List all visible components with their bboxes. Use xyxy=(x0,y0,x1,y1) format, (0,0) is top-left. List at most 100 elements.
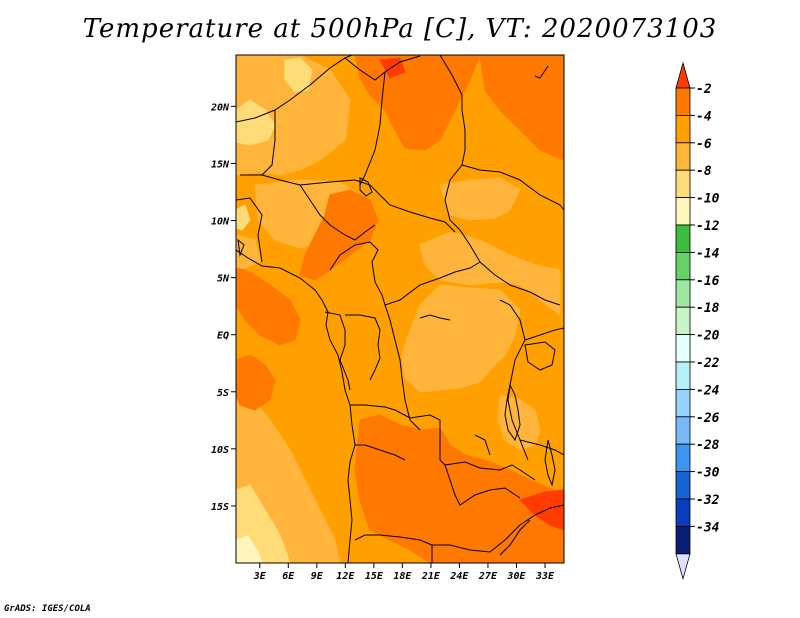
colorbar-swatch xyxy=(675,87,691,116)
lake-malawi xyxy=(544,439,556,487)
colorbar: -2 -4 -6 -8 -10 -12 -14 -16 -18 -20 -22 -24 -26 -28 -3… xyxy=(675,61,720,581)
latitude-axis: 20N 15N 10N 5N EQ 5S 10S 15S xyxy=(210,102,236,513)
colorbar-swatch xyxy=(675,306,691,336)
border-segment xyxy=(355,444,406,461)
border-segment xyxy=(379,194,456,233)
border-segment xyxy=(499,519,531,556)
river-congo-fragment xyxy=(419,314,451,321)
lat-tick-label: 5S xyxy=(217,388,229,399)
shade-band-8-10 xyxy=(236,99,276,146)
border-segment xyxy=(344,55,421,81)
colorbar-label: -14 xyxy=(696,246,720,261)
colorbar-swatch xyxy=(675,115,691,144)
colorbar-swatch xyxy=(675,251,691,281)
colorbar-label: -28 xyxy=(696,438,720,453)
border-segment xyxy=(499,299,529,461)
lat-tick-label: 15N xyxy=(211,159,230,170)
border-segment xyxy=(461,164,564,211)
colorbar-label: -22 xyxy=(696,356,720,371)
colorbar-label: -12 xyxy=(696,219,720,234)
colorbar-swatch xyxy=(675,416,691,445)
shade-band-2-4 xyxy=(354,414,564,563)
colorbar-label: -32 xyxy=(696,493,720,508)
shade-band-6-8 xyxy=(401,284,521,393)
grads-credit: GrADS: IGES/COLA xyxy=(4,604,91,614)
colorbar-label: -18 xyxy=(696,301,720,316)
lon-tick-label: 30E xyxy=(506,571,526,582)
lon-tick-label: 24E xyxy=(449,571,469,582)
lon-tick-label: 33E xyxy=(535,571,555,582)
border-segment xyxy=(519,439,564,456)
colorbar-top-triangle xyxy=(675,61,691,89)
border-segment xyxy=(236,197,263,263)
coastline-east-fragment xyxy=(534,65,549,79)
colorbar-swatch xyxy=(675,279,691,308)
lon-tick-label: 15E xyxy=(365,571,384,582)
temperature-field xyxy=(236,55,564,563)
colorbar-label: -26 xyxy=(696,411,720,426)
map-frame xyxy=(235,54,565,564)
colorbar-label: -34 xyxy=(696,520,720,535)
colorbar-swatch xyxy=(675,498,691,527)
map-title: Temperature at 500hPa [C], VT: 202007310… xyxy=(82,14,718,44)
colorbar-label: -8 xyxy=(696,164,712,179)
lon-tick-label: 18E xyxy=(393,571,412,582)
shade-band-6-8 xyxy=(419,231,561,316)
shade-band-2-4 xyxy=(479,55,564,161)
colorbar-swatch xyxy=(675,526,691,555)
colorbar-swatch xyxy=(675,142,691,171)
border-segment xyxy=(261,174,381,196)
border-segment xyxy=(459,229,561,306)
lake-victoria xyxy=(524,341,556,371)
border-segment xyxy=(444,464,521,506)
border-segment xyxy=(324,311,351,391)
lat-tick-label: 10N xyxy=(211,217,230,228)
shade-band-10-12 xyxy=(236,535,263,563)
colorbar-label: -20 xyxy=(696,329,720,344)
colorbar-swatch xyxy=(675,224,691,253)
colorbar-swatch xyxy=(675,388,691,418)
colorbar-label: -30 xyxy=(696,466,720,481)
shade-band-2-4 xyxy=(236,354,276,411)
shade-band-2-4 xyxy=(236,267,301,346)
shade-band-6-8 xyxy=(439,177,521,221)
colorbar-swatch xyxy=(675,169,691,198)
shade-band-6-8 xyxy=(236,55,351,176)
border-segment xyxy=(524,327,564,341)
border-segment xyxy=(345,314,381,381)
colorbar-label: -10 xyxy=(696,192,720,207)
colorbar-label: -4 xyxy=(696,109,712,124)
colorbar-swatch xyxy=(675,361,691,390)
lon-tick-label: 21E xyxy=(421,571,441,582)
lake-volta-fragment xyxy=(237,238,245,257)
colorbar-label: -2 xyxy=(696,82,712,97)
shade-band-8-10 xyxy=(236,204,251,231)
colorbar-label: -16 xyxy=(696,274,720,289)
border-segment xyxy=(439,55,466,231)
shade-band-6-8 xyxy=(497,394,541,451)
lat-tick-label: 20N xyxy=(210,102,230,113)
coastline-west xyxy=(236,249,356,563)
colorbar-label: -24 xyxy=(696,383,720,398)
lat-tick-label: EQ xyxy=(217,331,229,342)
border-segment xyxy=(240,110,276,176)
colorbar-swatch xyxy=(675,197,691,226)
shade-band-8-10 xyxy=(284,57,313,93)
lon-tick-label: 6E xyxy=(282,571,295,582)
colorbar-bottom-triangle xyxy=(675,553,691,581)
border-segment xyxy=(384,304,421,431)
lake-chad xyxy=(359,177,373,197)
lat-tick-label: 15S xyxy=(211,502,229,513)
lake-tanganyika xyxy=(504,383,521,442)
longitude-axis: 3E 6E 9E 12E 15E 18E 21E 24E 27E 30E 33E xyxy=(253,563,555,582)
shade-band-2-4 xyxy=(354,55,481,151)
lon-tick-label: 27E xyxy=(478,571,498,582)
border-segment xyxy=(359,71,386,186)
border-segment xyxy=(350,404,536,481)
lat-tick-label: 10S xyxy=(211,445,229,456)
border-segment xyxy=(299,184,376,241)
colorbar-swatch xyxy=(675,334,691,363)
border-segment xyxy=(236,55,353,123)
lat-tick-label: 5N xyxy=(217,274,230,285)
political-borders xyxy=(236,55,564,563)
